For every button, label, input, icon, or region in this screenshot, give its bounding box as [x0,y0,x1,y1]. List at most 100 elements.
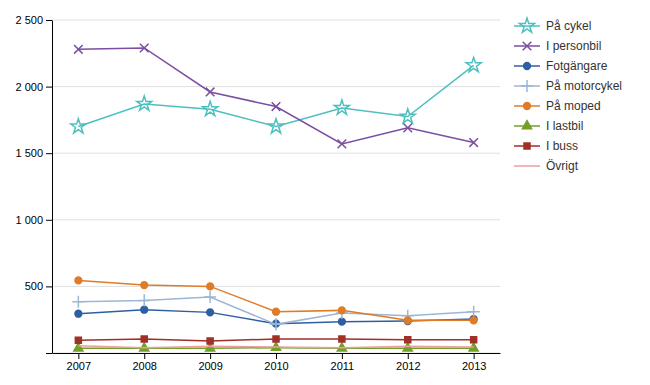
legend: På cykel I personbil Fotgängare På motorcyk… [514,18,622,173]
series-marker [138,294,150,306]
legend-marker [519,18,534,32]
y-tick: 2 500 [15,14,52,26]
series-marker [466,57,481,71]
series-marker [338,318,345,325]
y-tick-label: 2 000 [15,81,43,93]
series-marker [141,306,148,313]
series-marker [207,283,214,290]
series-marker [334,100,349,114]
series-marker [75,277,82,284]
x-tick-mark [144,353,145,359]
legend-label: På cykel [546,19,591,33]
x-tick-mark [474,353,475,359]
x-tick: 2009 [198,353,222,372]
y-tick: 2 000 [15,81,52,93]
legend-item: I buss [514,139,578,153]
x-tick-mark [78,353,79,359]
y-tick-label: 1 000 [15,214,43,226]
legend-item: På motorcykel [514,79,622,93]
x-tick-mark [342,353,343,359]
grid-line [52,86,500,87]
series-marker [404,318,411,325]
legend-label: Övrigt [546,159,579,173]
x-tick-label: 2012 [396,360,420,372]
x-tick: 2007 [67,353,91,372]
legend-item: På cykel [514,18,591,33]
series-marker [141,282,148,289]
legend-swatch [514,165,540,167]
series-marker [469,138,478,147]
x-tick-mark [408,353,409,359]
series-marker [270,318,282,330]
series-marker [74,343,83,351]
x-tick-mark [210,353,211,359]
y-tick-mark [46,87,52,88]
y-tick: 500 [25,280,52,292]
series-line [78,48,473,144]
series-marker [141,336,147,342]
legend-label: Fotgängare [546,59,608,73]
grid [52,20,500,353]
legend-item: Fotgängare [514,59,608,73]
y-axis-line [52,21,53,354]
series-marker [273,308,280,315]
legend-marker [524,143,530,149]
legend-item: I personbil [514,39,601,53]
y-tick: 1 500 [15,147,52,159]
series-marker [206,88,215,97]
legend-marker [523,42,532,51]
series-marker [74,45,83,54]
series-marker [137,96,152,110]
legend-label: I personbil [546,39,601,53]
y-tick-label: 500 [25,280,43,292]
legend-marker [521,80,533,92]
chart: 500 1 000 1 500 2 000 2 500 2007 2008 2009 2010 2… [0,0,650,385]
series-marker [207,309,214,316]
series-marker [400,109,415,123]
grid-line [52,219,500,220]
series-marker [203,101,218,115]
y-tick [46,353,52,354]
legend-item: I lastbil [514,119,583,133]
x-tick-label: 2010 [264,360,288,372]
series-marker [75,337,81,343]
series-marker [204,291,216,303]
series-marker [339,336,345,342]
legend-label: På motorcykel [546,79,622,93]
series-marker [268,119,283,133]
grid-line [52,20,500,21]
series-line [78,280,473,320]
legend-swatch [514,25,540,27]
y-tick: 1 000 [15,214,52,226]
x-tick: 2013 [462,353,486,372]
legend-item: På moped [514,99,601,113]
x-tick: 2010 [264,353,288,372]
series-marker [470,317,477,324]
series-line [78,346,473,348]
y-axis: 500 1 000 1 500 2 000 2 500 [15,14,52,353]
series-marker [207,338,213,344]
series-marker [272,102,281,111]
series-marker [71,119,86,133]
y-tick-label: 2 500 [15,14,43,26]
series-marker [404,317,411,324]
grid-line [52,286,500,287]
legend-marker [522,121,531,129]
series-marker [405,337,411,343]
series-marker [72,296,84,308]
legend-label: På moped [546,99,601,113]
series-marker [336,307,348,319]
y-tick-mark [46,220,52,221]
y-tick-mark [46,286,52,287]
y-tick-mark [46,153,52,154]
x-tick: 2008 [132,353,156,372]
legend-label: I lastbil [546,119,583,133]
x-tick-mark [276,353,277,359]
legend-marker [524,103,531,110]
series-marker [75,310,82,317]
series-marker [471,337,477,343]
y-tick-mark [46,353,52,354]
series-marker [468,306,480,318]
legend-marker [524,63,531,70]
x-tick-label: 2011 [331,360,355,372]
